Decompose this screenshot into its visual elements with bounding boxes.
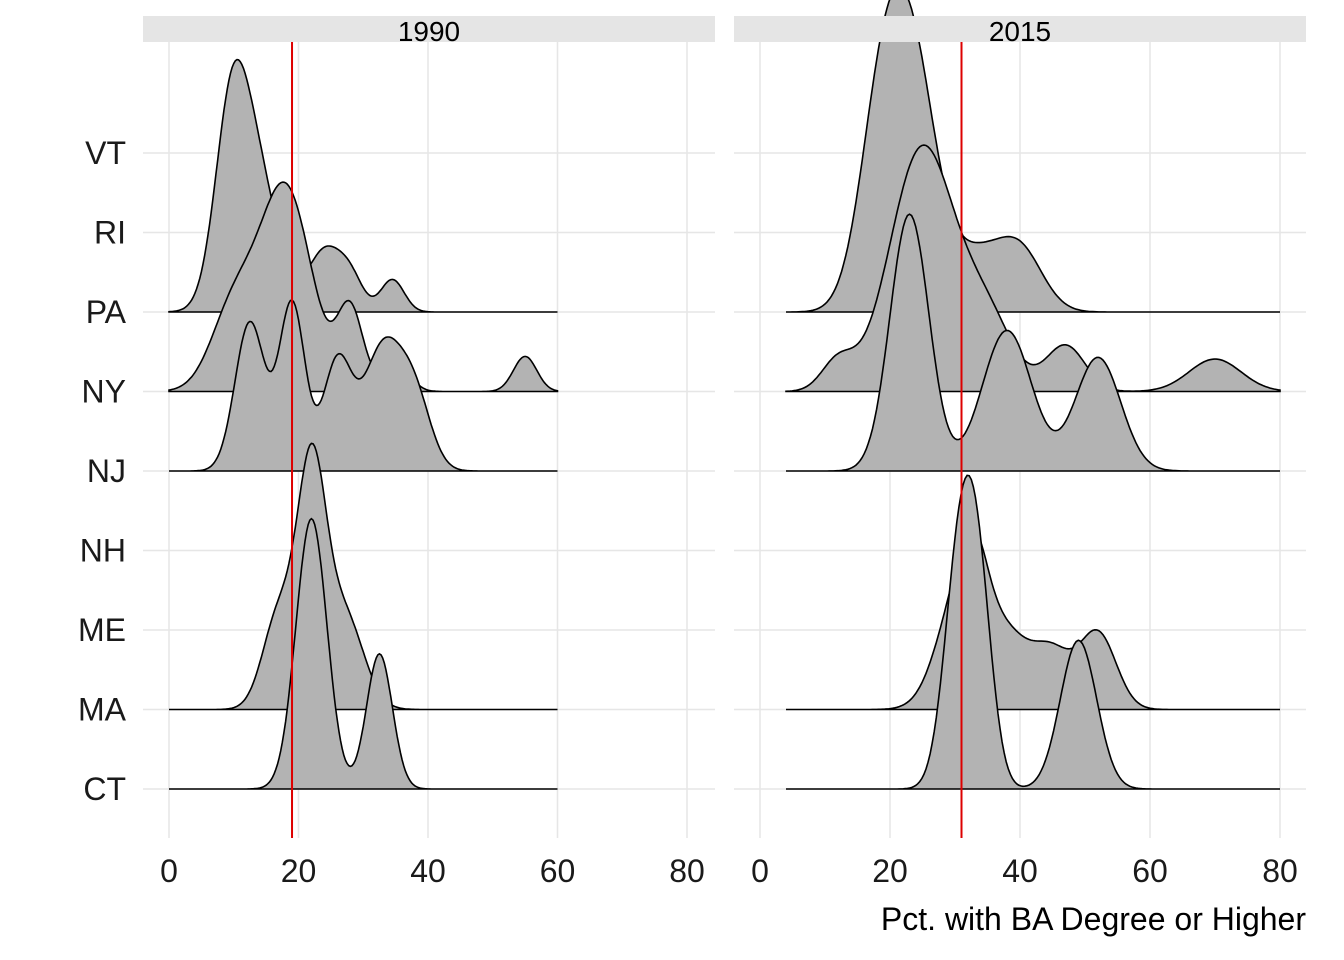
- x-axis-title: Pct. with BA Degree or Higher: [881, 901, 1306, 937]
- y-tick-label-ny: NY: [82, 374, 126, 410]
- y-tick-label-pa: PA: [86, 294, 127, 330]
- strip-label-1990: 1990: [398, 16, 460, 47]
- panel-2015: 0 20 40 60 80 2015: [734, 0, 1306, 889]
- y-tick-label-ma: MA: [78, 692, 127, 728]
- x-tick-label: 60: [1132, 853, 1168, 889]
- strip-2015: [734, 16, 1306, 42]
- x-tick-label: 80: [1262, 853, 1298, 889]
- y-tick-label-ri: RI: [94, 215, 126, 251]
- x-tick-label: 0: [160, 853, 178, 889]
- ridge-ny-1990: [168, 181, 559, 393]
- x-tick-label: 40: [1002, 853, 1038, 889]
- ridge-ct-1990: [169, 517, 558, 790]
- ridge-nj-1990: [169, 299, 558, 472]
- y-tick-label-nj: NJ: [87, 453, 126, 489]
- x-tick-label: 20: [872, 853, 908, 889]
- ridges-1990: [168, 58, 559, 790]
- strip-1990: [143, 16, 715, 42]
- x-tick-label: 0: [751, 853, 769, 889]
- panel-1990: 0 20 40 60 80 1990: [143, 16, 715, 889]
- x-tick-label: 20: [281, 853, 317, 889]
- ridges-2015: [785, 0, 1281, 790]
- ridge-nj-2015: [786, 213, 1280, 472]
- strip-label-2015: 2015: [989, 16, 1051, 47]
- x-tick-label: 40: [410, 853, 446, 889]
- ridge-ma-2015: [786, 525, 1280, 711]
- x-tick-label: 80: [669, 853, 705, 889]
- ridge-ma-1990: [169, 442, 558, 711]
- ridge-pa-1990: [168, 58, 558, 313]
- y-tick-label-nh: NH: [80, 533, 126, 569]
- y-tick-label-me: ME: [78, 612, 126, 648]
- ridge-ct-2015: [786, 474, 1280, 790]
- x-tick-label: 60: [540, 853, 576, 889]
- y-tick-label-ct: CT: [83, 771, 126, 807]
- y-axis-labels: CT MA ME NH NJ NY PA RI VT: [78, 135, 127, 807]
- y-tick-label-vt: VT: [85, 135, 126, 171]
